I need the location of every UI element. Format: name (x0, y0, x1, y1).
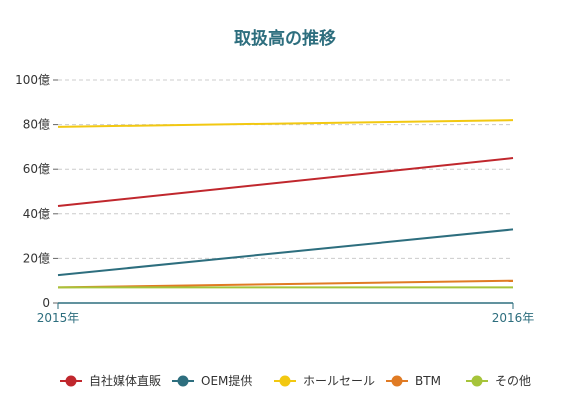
legend-marker-icon (279, 375, 291, 387)
legend-item[interactable]: OEM提供 (172, 373, 252, 388)
series-lines (57, 119, 514, 289)
y-tick-label: 80億 (23, 118, 50, 132)
legend-label: OEM提供 (201, 373, 252, 388)
legend-marker-icon (65, 375, 77, 387)
legend-marker-icon (471, 375, 483, 387)
legend-label: ホールセール (303, 374, 375, 388)
chart-title: 取扱高の推移 (234, 28, 336, 49)
legend-marker-icon (391, 375, 403, 387)
legend-item[interactable]: ホールセール (274, 374, 375, 388)
series-line[interactable] (57, 157, 514, 207)
series-line[interactable] (57, 119, 514, 128)
legend-item[interactable]: BTM (386, 374, 441, 388)
legend-item[interactable]: その他 (466, 374, 531, 388)
legend[interactable]: 自社媒体直販 OEM提供 ホールセール BTM その他 (60, 373, 531, 388)
legend-label: その他 (495, 374, 531, 388)
x-tick-label: 2016年 (492, 311, 535, 325)
legend-marker-icon (177, 375, 189, 387)
x-tick-label: 2015年 (37, 311, 80, 325)
gridlines (58, 79, 513, 259)
y-tick-label: 100億 (15, 73, 50, 87)
axes: 0 20億 40億 60億 80億 100億 2015年 2016年 (15, 73, 534, 325)
legend-label: 自社媒体直販 (89, 373, 161, 388)
y-tick-label: 0 (42, 296, 50, 310)
legend-item[interactable]: 自社媒体直販 (60, 373, 161, 388)
series-line[interactable] (57, 228, 514, 277)
legend-label: BTM (415, 374, 441, 388)
y-tick-label: 20億 (23, 251, 50, 265)
series-line[interactable] (57, 279, 514, 289)
y-tick-label: 40億 (23, 207, 50, 221)
y-tick-label: 60億 (23, 162, 50, 176)
